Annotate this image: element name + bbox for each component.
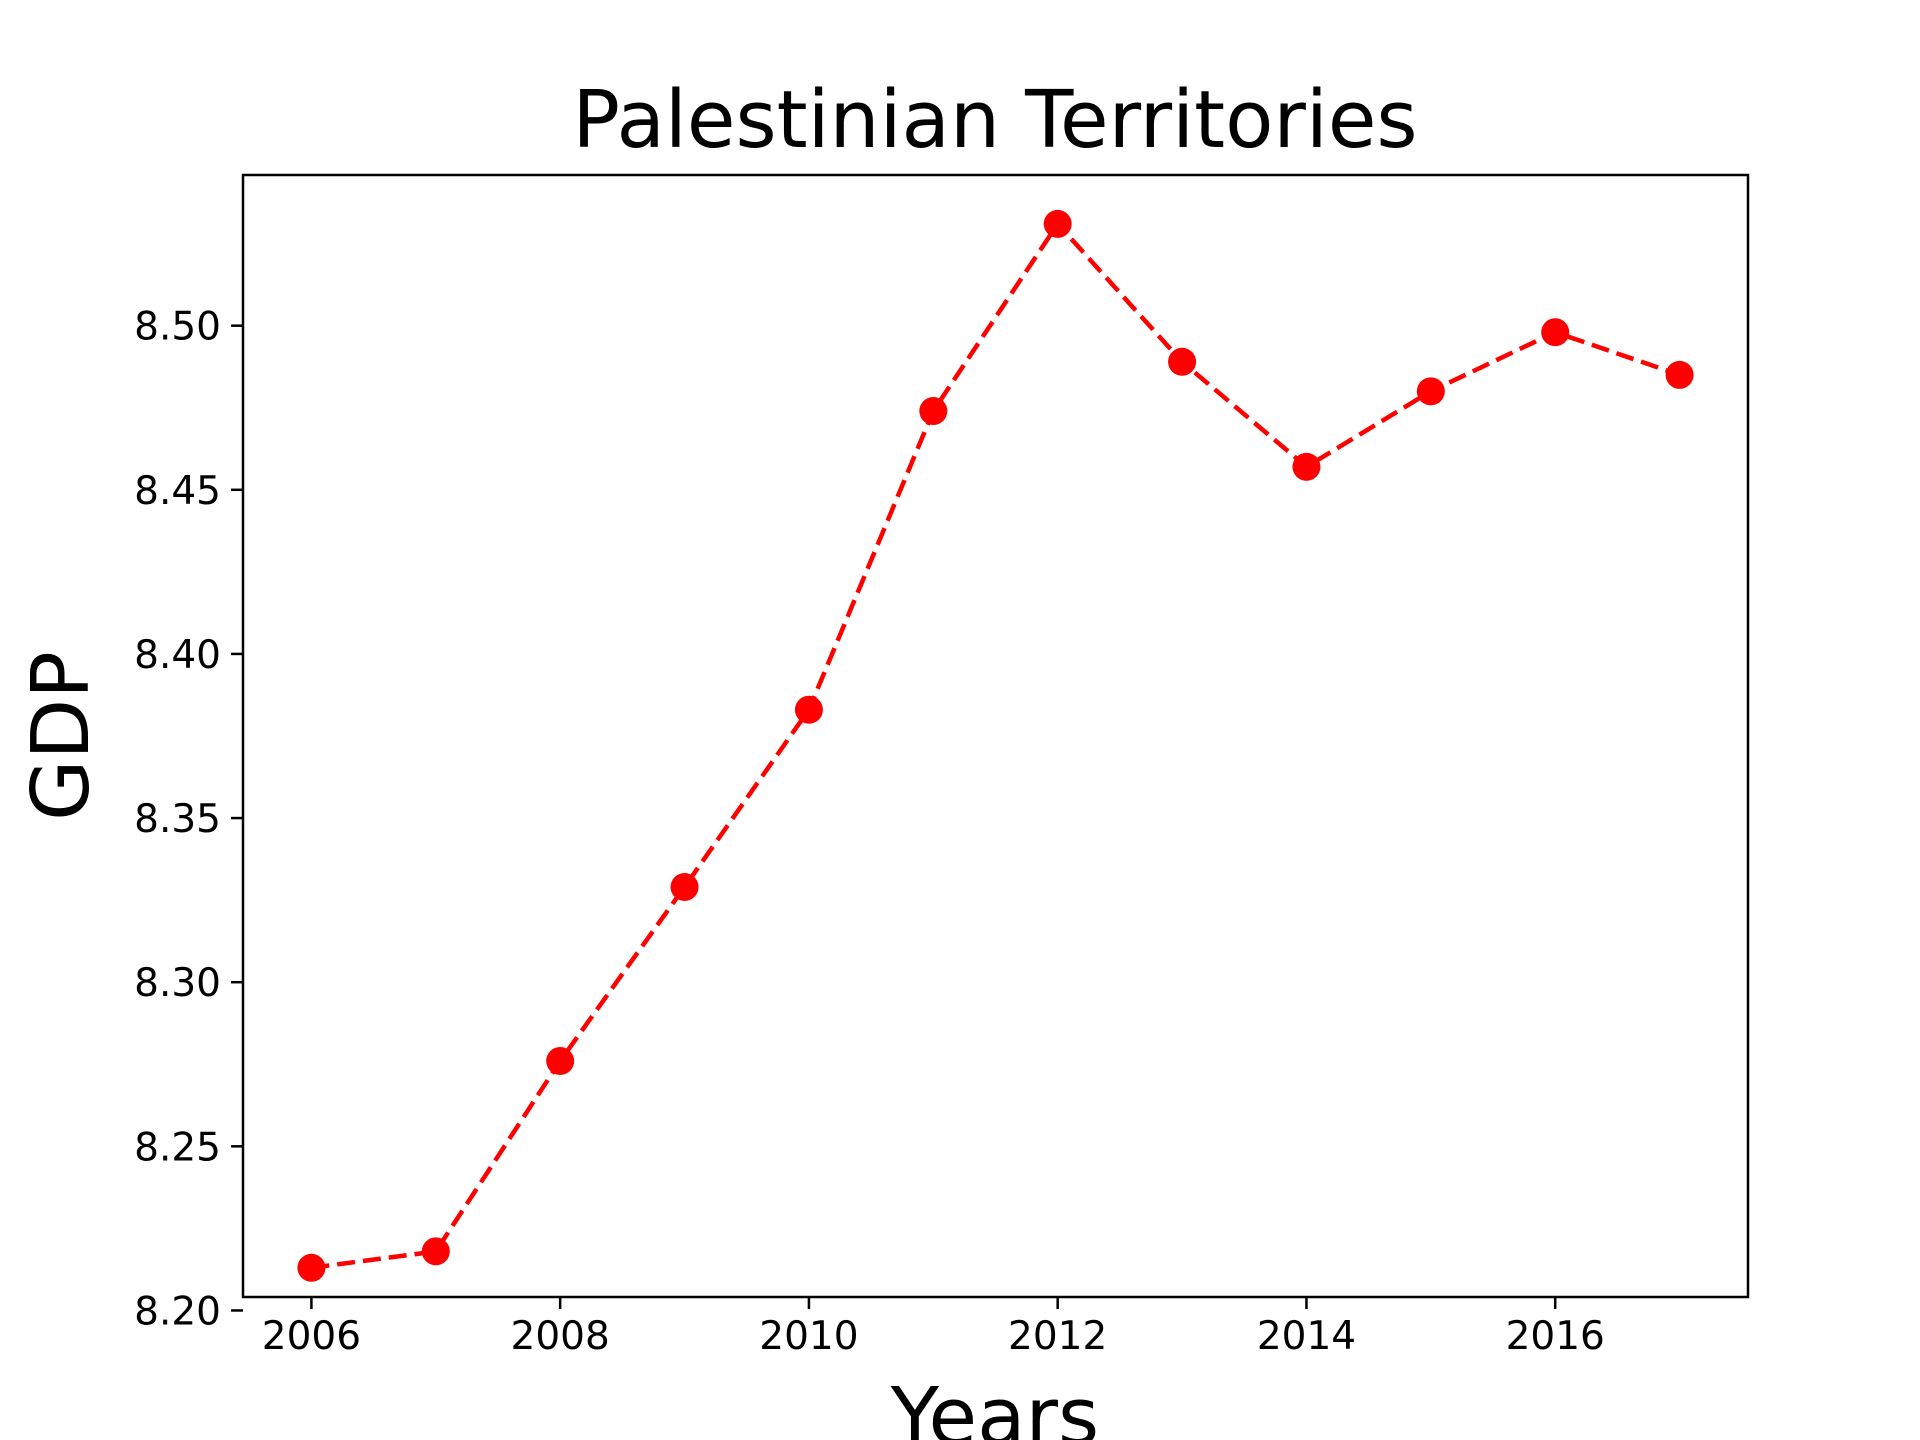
y-tick-label: 8.40 [134, 633, 221, 678]
y-tick-label: 8.50 [134, 305, 221, 350]
y-tick-label: 8.20 [134, 1289, 221, 1334]
x-tick-label: 2012 [1008, 1314, 1107, 1359]
data-point [1541, 318, 1570, 347]
x-tick-label: 2010 [759, 1314, 858, 1359]
data-points [297, 209, 1694, 1282]
data-point [297, 1253, 326, 1282]
data-point [1292, 452, 1321, 481]
data-point [794, 695, 823, 724]
x-tick-label: 2006 [262, 1314, 361, 1359]
data-point [1043, 209, 1072, 238]
chart-title: Palestinian Territories [572, 74, 1417, 166]
y-tick-label: 8.30 [134, 961, 221, 1006]
data-point [1665, 360, 1694, 389]
plot-frame [241, 173, 1750, 1299]
data-point [919, 397, 948, 426]
x-tick-label: 2016 [1506, 1314, 1605, 1359]
x-axis-label: Years [890, 1371, 1099, 1440]
data-point [1168, 347, 1197, 376]
y-tick-label: 8.35 [134, 797, 221, 842]
y-tick-label: 8.25 [134, 1125, 221, 1170]
x-tick-label: 2014 [1257, 1314, 1356, 1359]
y-axis-label: GDP [15, 651, 107, 821]
data-point [421, 1237, 450, 1266]
x-tick-label: 2008 [511, 1314, 610, 1359]
data-point [1416, 377, 1445, 406]
data-point [670, 873, 699, 902]
series-line [311, 221, 1681, 1271]
y-tick-label: 8.45 [134, 469, 221, 514]
data-point [546, 1046, 575, 1075]
axis-ticks: 2006 2008 2010 2012 2014 2016 8.20 8.25 8.30 8.35… [134, 305, 1605, 1359]
series-line-layer [311, 221, 1681, 1271]
